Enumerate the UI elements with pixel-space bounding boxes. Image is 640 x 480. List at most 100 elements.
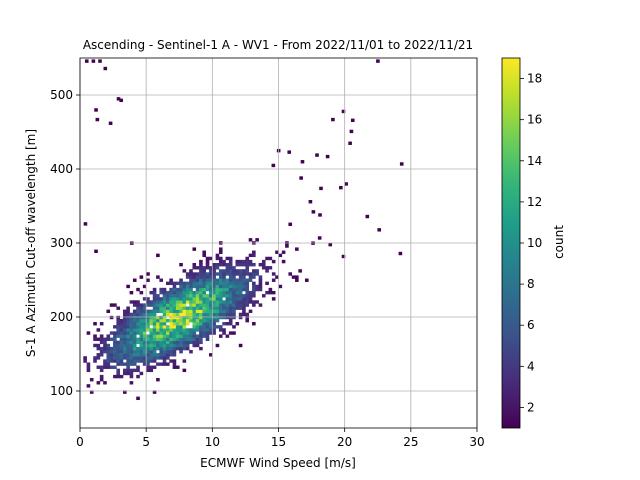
heatmap-cell [215, 318, 220, 323]
heatmap-cell [146, 359, 150, 363]
heatmap-cell [162, 303, 167, 307]
heatmap-cell [166, 331, 170, 335]
heatmap-cell [142, 318, 147, 323]
heatmap-cell [129, 331, 134, 335]
heatmap-cell [156, 294, 160, 298]
heatmap-cell [238, 297, 243, 301]
heatmap-cell [248, 253, 253, 258]
heatmap-cell [205, 337, 210, 341]
heatmap-cell [103, 337, 107, 341]
heatmap-cell [175, 365, 180, 369]
heatmap-cell [218, 325, 223, 329]
heatmap-cell [103, 359, 107, 363]
heatmap-cell [245, 290, 250, 295]
heatmap-cell [126, 334, 130, 338]
heatmap-cell [132, 328, 137, 332]
heatmap-cell [281, 259, 286, 264]
heatmap-cell [185, 290, 190, 295]
heatmap-cell [235, 278, 240, 282]
heatmap-cell [199, 290, 203, 295]
heatmap-cell [139, 346, 144, 351]
heatmap-cell [192, 281, 197, 286]
heatmap-cell [96, 353, 101, 357]
heatmap-cell [132, 278, 137, 282]
heatmap-cell [192, 325, 197, 329]
heatmap-cell [192, 297, 197, 301]
heatmap-cell [192, 315, 197, 320]
heatmap-cell [195, 318, 200, 323]
heatmap-cell [222, 309, 226, 314]
heatmap-cell [192, 331, 197, 335]
heatmap-cell [189, 300, 193, 304]
heatmap-cell [199, 346, 203, 351]
heatmap-cell [159, 278, 164, 282]
heatmap-cell [349, 129, 354, 134]
heatmap-cell [215, 287, 220, 292]
heatmap-cell [139, 353, 144, 357]
heatmap-cell [109, 315, 114, 320]
heatmap-cell [222, 269, 226, 273]
heatmap-cell [228, 262, 233, 267]
heatmap-cell [195, 300, 200, 304]
heatmap-cell [136, 350, 140, 354]
heatmap-cell [341, 254, 346, 259]
heatmap-cell [116, 97, 121, 101]
heatmap-cell [126, 337, 130, 341]
heatmap-cell [119, 331, 124, 335]
heatmap-cell [232, 331, 236, 335]
heatmap-cell [245, 269, 250, 273]
heatmap-cell [99, 337, 104, 341]
heatmap-cell [139, 322, 144, 326]
heatmap-cell [106, 356, 111, 360]
heatmap-cell [182, 290, 187, 295]
heatmap-cell [152, 331, 157, 335]
heatmap-cell [189, 328, 193, 332]
heatmap-cell [179, 322, 183, 326]
heatmap-cell [169, 303, 173, 307]
heatmap-cell [175, 315, 180, 320]
heatmap-cell [185, 315, 190, 320]
heatmap-cell [232, 315, 236, 320]
heatmap-cell [209, 256, 213, 261]
heatmap-cell [238, 294, 243, 298]
heatmap-cell [185, 328, 190, 332]
heatmap-cell [146, 365, 150, 369]
heatmap-cell [159, 362, 164, 366]
heatmap-cell [116, 346, 120, 351]
heatmap-cell [126, 309, 130, 314]
heatmap-cell [228, 275, 233, 279]
heatmap-cell [195, 325, 200, 329]
heatmap-cell [159, 315, 164, 320]
heatmap-cell [192, 343, 197, 348]
heatmap-cell [149, 365, 154, 369]
heatmap-cell [192, 284, 197, 289]
heatmap-cell [159, 353, 164, 357]
heatmap-cell [376, 59, 380, 63]
heatmap-cell [189, 318, 193, 323]
heatmap-cell [93, 356, 97, 360]
heatmap-cell [215, 253, 220, 258]
heatmap-cell [172, 343, 177, 348]
heatmap-cell [126, 362, 130, 366]
heatmap-cell [132, 331, 137, 335]
heatmap-cell [179, 284, 183, 289]
heatmap-cell [162, 287, 167, 292]
heatmap-cell [225, 334, 230, 338]
heatmap-cell [175, 303, 180, 307]
heatmap-cell [132, 309, 137, 314]
heatmap-cell [149, 334, 154, 338]
heatmap-cell [248, 238, 253, 242]
heatmap-cell [242, 303, 246, 307]
heatmap-cell [159, 343, 164, 348]
heatmap-cell [228, 297, 233, 301]
heatmap-cell [149, 312, 154, 317]
heatmap-cell [109, 346, 114, 351]
heatmap-cell [162, 350, 167, 354]
heatmap-cell [215, 256, 220, 261]
heatmap-cell [139, 371, 144, 376]
heatmap-cell [159, 325, 164, 329]
heatmap-cell [152, 315, 157, 320]
heatmap-cell [275, 250, 279, 254]
heatmap-cell [132, 350, 137, 354]
heatmap-cell [182, 315, 187, 320]
